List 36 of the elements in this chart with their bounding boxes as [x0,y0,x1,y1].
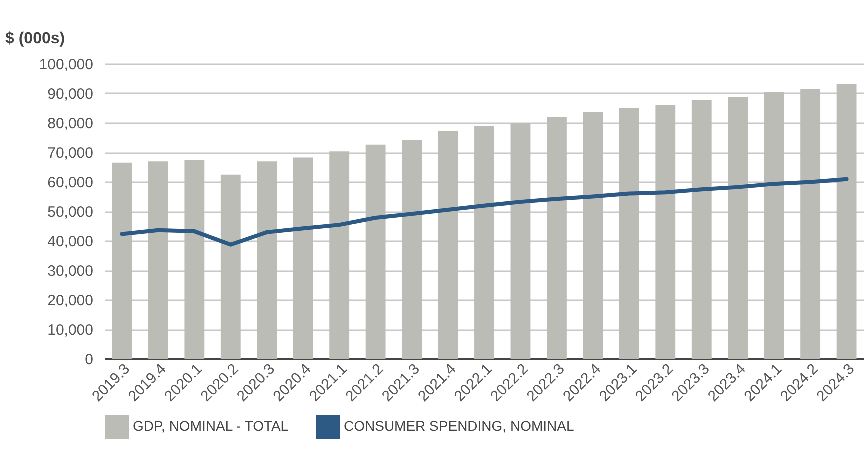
legend-label: GDP, NOMINAL - TOTAL [133,418,289,434]
y-tick-label: 40,000 [48,234,94,250]
bar [836,84,857,359]
bar [692,100,712,359]
bar [583,112,604,359]
y-tick-label: 20,000 [48,292,94,310]
bar [366,144,386,359]
y-tick-label: 70,000 [48,145,94,162]
legend-label: CONSUMER SPENDING, NOMINAL [344,418,574,434]
bar [728,97,748,359]
bar [402,140,422,359]
bar [257,162,278,359]
bar [474,126,494,359]
y-axis-title: $ (000s) [6,30,66,48]
bar [656,105,676,359]
bar [220,174,241,359]
y-tick-label: 10,000 [48,322,94,339]
bar [438,132,458,359]
bar [800,89,821,359]
bar [184,160,205,359]
bar [546,117,567,359]
bar [112,162,132,359]
bar [764,92,784,359]
y-tick-label: 30,000 [48,263,94,280]
bar [148,162,168,359]
y-tick-label: 90,000 [48,86,94,103]
y-tick-label: 100,000 [39,56,94,74]
y-tick-label: 80,000 [48,116,94,132]
y-tick-label: 50,000 [48,204,94,221]
bar [293,158,314,359]
y-tick-label: 60,000 [48,174,94,192]
bar [510,123,531,359]
line-series [120,177,849,247]
bar [330,152,350,359]
y-tick-label: 0 [85,352,94,368]
bar [619,108,640,359]
